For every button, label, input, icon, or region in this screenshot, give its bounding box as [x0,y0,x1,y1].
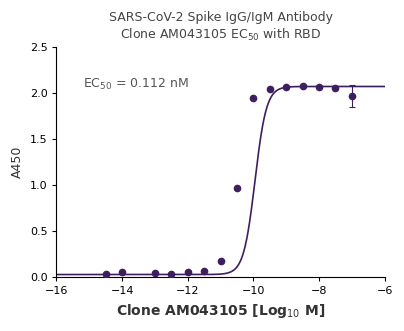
Text: EC$_{50}$ = 0.112 nM: EC$_{50}$ = 0.112 nM [83,77,189,92]
Title: SARS-CoV-2 Spike IgG/IgM Antibody
Clone AM043105 EC$_{50}$ with RBD: SARS-CoV-2 Spike IgG/IgM Antibody Clone … [109,11,332,43]
Y-axis label: A450: A450 [11,146,24,178]
X-axis label: Clone AM043105 [Log$_{10}$ M]: Clone AM043105 [Log$_{10}$ M] [116,302,325,320]
